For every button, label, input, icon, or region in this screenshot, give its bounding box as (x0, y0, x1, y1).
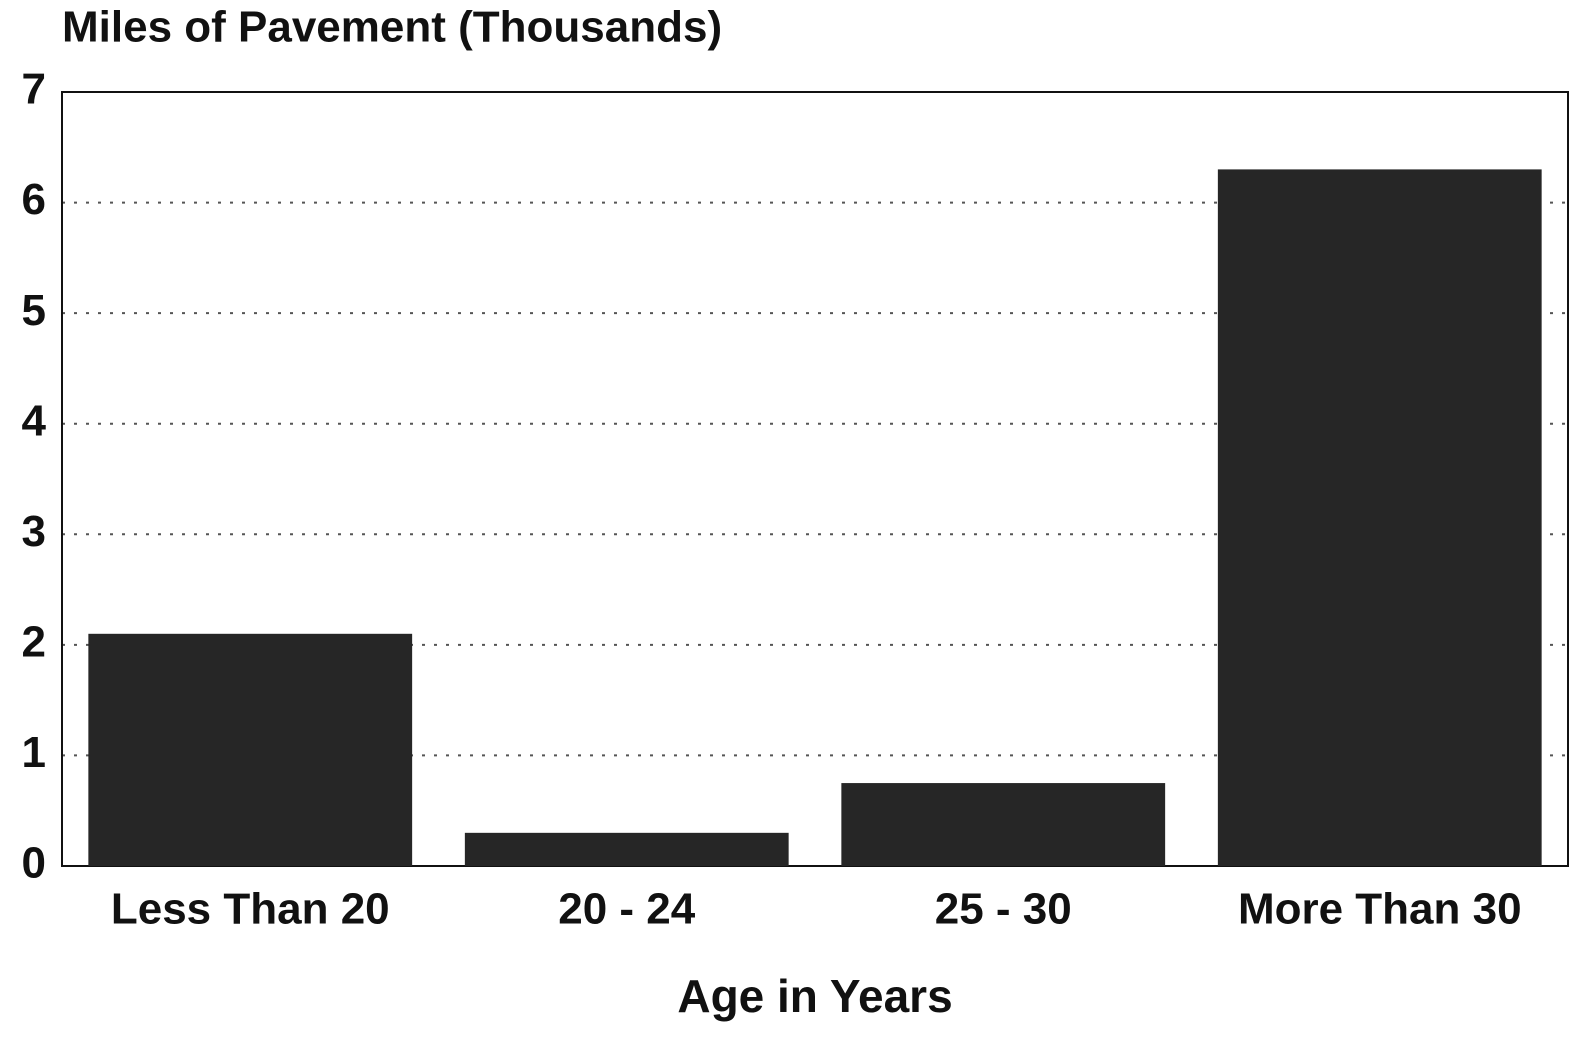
x-tick-label: Less Than 20 (111, 885, 390, 934)
x-tick-label: 25 - 30 (935, 885, 1072, 934)
y-tick-label: 3 (22, 507, 46, 556)
bar (464, 832, 789, 866)
y-tick-label: 0 (22, 839, 46, 888)
y-tick-label: 2 (22, 617, 46, 666)
y-tick-label: 6 (22, 175, 46, 224)
plot-frame (61, 91, 1569, 867)
y-tick-label: 4 (22, 396, 47, 445)
chart-title: Miles of Pavement (Thousands) (62, 3, 722, 52)
bar (1217, 169, 1542, 866)
bar (841, 783, 1166, 866)
y-tick-label: 7 (22, 65, 46, 114)
y-tick-label: 1 (22, 728, 46, 777)
x-tick-label: 20 - 24 (558, 885, 696, 934)
y-tick-label: 5 (22, 286, 46, 335)
bar (88, 633, 413, 866)
x-tick-label: More Than 30 (1238, 885, 1522, 934)
x-axis-label: Age in Years (677, 970, 952, 1022)
